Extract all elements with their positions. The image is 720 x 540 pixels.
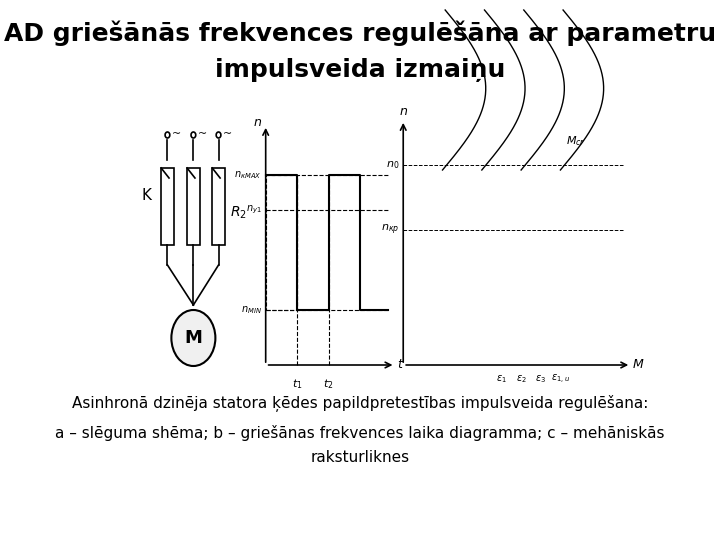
Text: $t_2$: $t_2$: [323, 377, 334, 391]
Text: $n_0$: $n_0$: [386, 159, 400, 171]
Bar: [266, 175, 297, 310]
Text: impulsveida izmaiņu: impulsveida izmaiņu: [215, 58, 505, 82]
Text: ~: ~: [223, 129, 233, 139]
Text: K: K: [141, 187, 151, 202]
Bar: [212, 168, 225, 245]
Text: n: n: [400, 105, 408, 118]
Text: n: n: [254, 116, 262, 129]
Text: $\varepsilon_2$: $\varepsilon_2$: [516, 373, 526, 385]
Text: $R_2$: $R_2$: [230, 205, 247, 221]
Bar: [187, 168, 199, 245]
Text: M: M: [184, 329, 202, 347]
Text: a – slēguma shēma; b – griešānas frekvences laika diagramma; c – mehāniskās: a – slēguma shēma; b – griešānas frekven…: [55, 425, 665, 441]
Text: ~: ~: [172, 129, 181, 139]
Text: $t_1$: $t_1$: [292, 377, 302, 391]
Text: Asinhronā dzinēja statora ķēdes papildpretestības impulsveida regulēšana:: Asinhronā dzinēja statora ķēdes papildpr…: [72, 395, 648, 412]
Text: $n_{у1}$: $n_{у1}$: [246, 204, 262, 216]
Text: ~: ~: [198, 129, 207, 139]
Bar: [161, 168, 174, 245]
Text: $\varepsilon_3$: $\varepsilon_3$: [535, 373, 546, 385]
Text: $n_{МIN}$: $n_{МIN}$: [240, 304, 262, 316]
Circle shape: [171, 310, 215, 366]
Text: AD griešānās frekvences regulēšāna ar parametru: AD griešānās frekvences regulēšāna ar pa…: [4, 20, 716, 45]
Text: $n_{кМАХ}$: $n_{кМАХ}$: [234, 169, 262, 181]
Text: t: t: [397, 359, 402, 372]
Text: raksturliknes: raksturliknes: [310, 450, 410, 465]
Text: $M_{cr}$: $M_{cr}$: [567, 134, 586, 148]
Text: M: M: [633, 359, 644, 372]
Text: $\varepsilon_{1,u}$: $\varepsilon_{1,u}$: [551, 373, 570, 386]
Text: $n_{кр}$: $n_{кр}$: [381, 223, 400, 237]
Text: $\varepsilon_1$: $\varepsilon_1$: [496, 373, 507, 385]
